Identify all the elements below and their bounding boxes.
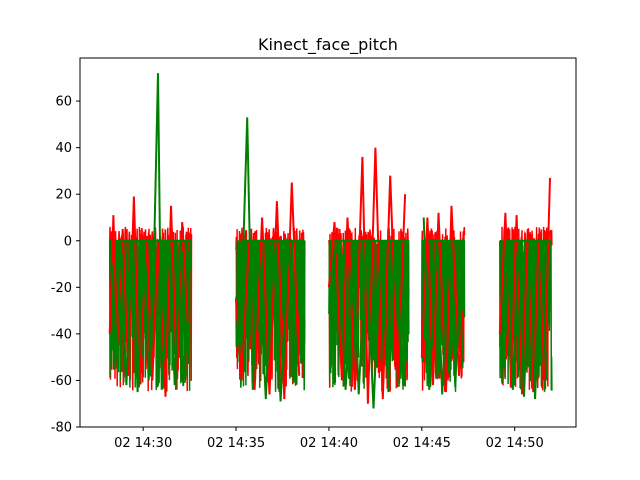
axes: -80 -60 -40 -20 0 20 40 60 02 14:30 02 14:35 02 14… [51,57,577,451]
series-green-line-4 [422,217,462,395]
y-tick-label-6: 40 [55,141,72,156]
series-green-line-2 [236,117,297,402]
x-tick-label-1: 02 14:35 [207,436,265,451]
y-tick-label-3: -20 [51,281,72,296]
series-red-line-2 [235,182,301,400]
plot-area [108,73,553,409]
y-tick-label-5: 20 [55,188,72,203]
y-tick-label-1: -60 [51,374,72,389]
chart-title: Kinect_face_pitch [258,35,398,55]
x-tick-label-4: 02 14:50 [486,436,544,451]
y-tick-label-2: -40 [51,327,72,342]
y-tick-label-0: -80 [51,421,72,436]
series-green-line-1 [110,73,187,393]
axes-frame [79,57,577,428]
series-green-line-5 [500,240,548,400]
x-tick-label-2: 02 14:40 [300,436,358,451]
series-red-line-5 [498,177,551,395]
y-tick-label-7: 60 [55,95,72,110]
series-red-line-1 [108,196,189,397]
x-tick-label-0: 02 14:30 [114,436,172,451]
x-tick-label-3: 02 14:45 [393,436,451,451]
y-tick-label-4: 0 [64,234,72,249]
